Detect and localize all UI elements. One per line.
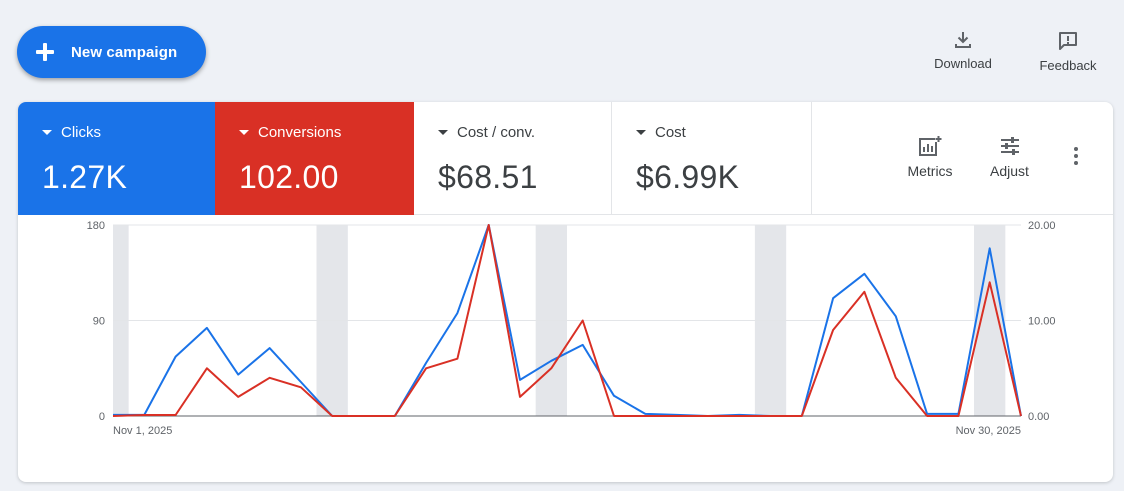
scorecard-cost[interactable]: Cost $6.99K [612,102,812,215]
scorecard-cost-per-conv-value: $68.51 [438,159,538,195]
series-line-conversions [112,224,1022,417]
download-button[interactable]: Download [923,30,1003,71]
feedback-icon [1059,32,1077,50]
scorecard-cost-name: Cost [655,124,686,141]
metrics-label: Metrics [907,163,953,179]
download-icon [955,32,971,48]
adjust-button[interactable]: Adjust [982,135,1037,179]
caret-down-icon [438,130,448,135]
scorecard-cost-per-conv-name: Cost / conv. [457,124,536,141]
metrics-icon [919,135,942,156]
scorecard-cost-per-conv[interactable]: Cost / conv. $68.51 [414,102,612,215]
scorecard-clicks-name: Clicks [61,124,101,141]
scorecard-cost-value: $6.99K [636,159,740,195]
feedback-button[interactable]: Feedback [1028,30,1108,73]
download-label: Download [934,56,992,71]
series-line-clicks [113,224,1022,417]
plus-icon [34,41,56,63]
feedback-label: Feedback [1039,58,1097,73]
caret-down-icon [636,130,646,135]
x-axis-end-label: Nov 30, 2025 [956,425,1021,437]
scorecard-conversions[interactable]: Conversions 102.00 [215,102,414,215]
right-axis-tick: 0.00 [1028,411,1049,423]
left-axis-tick: 90 [93,316,105,328]
new-campaign-label: New campaign [71,43,178,61]
right-axis-tick: 10.00 [1028,316,1056,328]
metrics-button[interactable]: Metrics [900,135,960,179]
caret-down-icon [239,130,249,135]
chart-tools: Metrics Adjust [812,102,1113,214]
scorecard-conversions-name: Conversions [258,124,342,141]
x-axis-start-label: Nov 1, 2025 [113,425,172,437]
adjust-label: Adjust [990,163,1029,179]
scorecard-conversions-value: 102.00 [239,159,339,195]
scorecard-clicks[interactable]: Clicks 1.27K [18,102,215,215]
chart-svg: 180 90 0 20.00 10.00 0.00 Nov 1, 2025 Nov 30, 2… [87,220,1056,437]
caret-down-icon [42,130,52,135]
new-campaign-button[interactable]: New campaign [17,26,206,78]
scorecard-clicks-value: 1.27K [42,159,128,195]
more-vert-icon[interactable] [1068,147,1084,169]
performance-card: Clicks 1.27K Conversions 102.00 Cost / c… [18,102,1113,482]
adjust-icon [1000,137,1019,155]
right-axis-tick: 20.00 [1028,220,1056,232]
left-axis-tick: 180 [87,220,105,232]
performance-chart: 180 90 0 20.00 10.00 0.00 Nov 1, 2025 Nov 30, 2… [18,216,1113,482]
scorecards: Clicks 1.27K Conversions 102.00 Cost / c… [18,102,1113,215]
left-axis-tick: 0 [99,411,105,423]
